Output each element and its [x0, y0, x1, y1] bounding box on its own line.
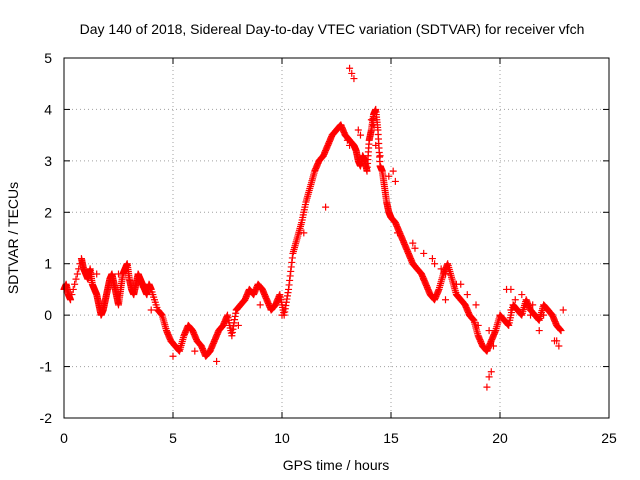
chart-title: Day 140 of 2018, Sidereal Day-to-day VTE…	[80, 21, 585, 37]
data-points	[60, 64, 567, 391]
data-point	[474, 330, 482, 338]
data-point	[556, 326, 564, 334]
data-point	[439, 272, 447, 280]
x-axis-label: GPS time / hours	[283, 457, 390, 473]
y-tick-label: 3	[44, 153, 52, 169]
data-point	[535, 316, 543, 324]
axis-ticks	[63, 57, 610, 419]
data-point	[306, 185, 314, 192]
data-point	[72, 275, 80, 283]
data-point	[491, 328, 499, 336]
data-point	[297, 221, 305, 228]
y-tick-label: 5	[44, 50, 52, 66]
data-point	[301, 201, 309, 209]
plot-frame	[63, 57, 610, 419]
data-point	[483, 383, 491, 391]
data-point	[213, 357, 221, 365]
data-point	[66, 295, 74, 303]
data-point	[411, 244, 419, 252]
data-point	[300, 229, 308, 237]
data-point	[293, 236, 301, 244]
data-point	[147, 285, 155, 293]
data-point	[227, 329, 235, 337]
data-point	[234, 321, 242, 329]
data-point	[463, 291, 471, 299]
data-point	[275, 292, 283, 300]
data-point	[385, 172, 393, 180]
data-point	[223, 312, 231, 320]
grid-lines	[64, 58, 609, 418]
data-point	[389, 167, 397, 175]
x-tick-label: 5	[169, 430, 177, 446]
data-point	[284, 289, 292, 297]
data-point	[162, 325, 170, 333]
data-point	[256, 301, 264, 309]
data-point	[288, 254, 296, 262]
y-tick-label: -1	[40, 359, 53, 375]
data-point	[487, 368, 495, 376]
data-point	[511, 296, 519, 304]
data-point	[346, 64, 354, 72]
data-point	[71, 280, 79, 288]
x-tick-label: 25	[601, 430, 617, 446]
data-point	[147, 306, 155, 314]
y-tick-label: 4	[44, 101, 52, 117]
data-point	[175, 347, 183, 354]
x-tick-label: 0	[60, 430, 68, 446]
data-point	[348, 69, 356, 77]
data-point	[434, 287, 442, 295]
data-point	[447, 273, 455, 281]
x-tick-label: 20	[492, 430, 508, 446]
data-point	[374, 123, 382, 131]
data-point	[553, 337, 561, 345]
y-tick-labels: -2 -1 0 1 2 3 4 5	[40, 50, 53, 426]
y-tick-label: -2	[40, 410, 53, 426]
data-point	[179, 334, 187, 342]
data-point	[310, 169, 318, 177]
data-point	[322, 203, 330, 211]
data-point	[93, 270, 101, 278]
y-tick-label: 1	[44, 256, 52, 272]
data-point	[391, 177, 399, 185]
data-point	[535, 327, 543, 335]
data-point	[153, 303, 161, 311]
data-point	[457, 280, 465, 288]
data-point	[354, 126, 362, 134]
data-point	[75, 265, 83, 273]
data-point	[472, 301, 480, 309]
data-point	[442, 296, 449, 304]
data-point	[232, 309, 240, 317]
data-point	[485, 373, 493, 381]
data-point	[69, 285, 77, 293]
data-point	[420, 249, 428, 257]
x-tick-label: 15	[383, 430, 399, 446]
data-point	[431, 260, 439, 268]
data-point	[559, 306, 567, 314]
data-point	[356, 131, 364, 139]
x-tick-label: 10	[274, 430, 290, 446]
data-point	[518, 291, 526, 299]
data-point	[517, 311, 525, 318]
y-tick-label: 2	[44, 204, 52, 220]
y-axis-label: SDTVAR / TECUs	[5, 182, 21, 294]
data-point	[507, 285, 515, 293]
data-point	[169, 352, 177, 360]
data-point	[115, 270, 122, 278]
y-tick-label: 0	[44, 307, 52, 323]
x-tick-labels: 0 5 10 15 20 25	[60, 430, 617, 446]
data-point	[485, 327, 493, 335]
data-point	[350, 75, 358, 83]
data-point	[280, 309, 288, 317]
data-point	[428, 255, 436, 263]
data-point	[555, 342, 563, 350]
data-point	[68, 291, 76, 299]
data-point	[191, 347, 199, 355]
data-point	[409, 239, 417, 247]
data-point	[73, 270, 81, 278]
